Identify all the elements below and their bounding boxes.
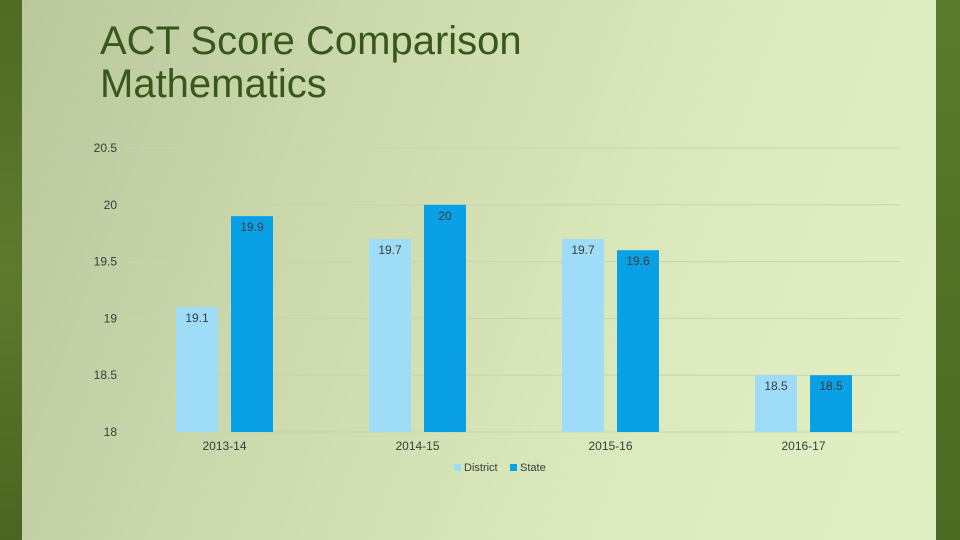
legend-label: State bbox=[520, 462, 546, 474]
x-tick-label: 2013-14 bbox=[202, 439, 246, 453]
data-label-state: 20 bbox=[438, 209, 452, 223]
x-tick-label: 2015-16 bbox=[588, 439, 632, 453]
legend-swatch bbox=[510, 464, 517, 471]
y-tick-label: 19.5 bbox=[94, 255, 118, 269]
bar-district bbox=[562, 238, 604, 432]
right-border-stripe bbox=[936, 0, 960, 540]
bar-district bbox=[176, 307, 218, 432]
bar-district bbox=[369, 238, 411, 432]
bar-state bbox=[810, 375, 852, 432]
left-border-stripe bbox=[0, 0, 22, 540]
y-tick-label: 20.5 bbox=[94, 141, 118, 155]
bar-state bbox=[617, 250, 659, 432]
data-label-district: 18.5 bbox=[764, 379, 788, 393]
x-tick-label: 2014-15 bbox=[395, 439, 439, 453]
data-label-state: 18.5 bbox=[819, 379, 843, 393]
y-tick-label: 20 bbox=[104, 198, 118, 212]
data-label-district: 19.7 bbox=[378, 243, 402, 257]
data-label-district: 19.7 bbox=[571, 243, 595, 257]
bar-state bbox=[424, 204, 466, 432]
data-label-district: 19.1 bbox=[185, 311, 209, 325]
legend-label: District bbox=[464, 462, 498, 474]
data-label-state: 19.6 bbox=[626, 254, 650, 268]
data-label-state: 19.9 bbox=[240, 220, 264, 234]
y-tick-label: 18.5 bbox=[94, 368, 118, 382]
legend-swatch bbox=[454, 464, 461, 471]
y-tick-label: 19 bbox=[104, 311, 118, 325]
x-tick-label: 2016-17 bbox=[781, 439, 825, 453]
slide-title-line1: ACT Score Comparison bbox=[100, 19, 522, 63]
slide-title: ACT Score Comparison Mathematics bbox=[100, 20, 800, 106]
slide-background bbox=[22, 0, 936, 540]
bar-state bbox=[231, 216, 273, 432]
y-tick-label: 18 bbox=[104, 425, 118, 439]
bar-district bbox=[755, 375, 797, 432]
slide-title-line2: Mathematics bbox=[100, 62, 327, 106]
